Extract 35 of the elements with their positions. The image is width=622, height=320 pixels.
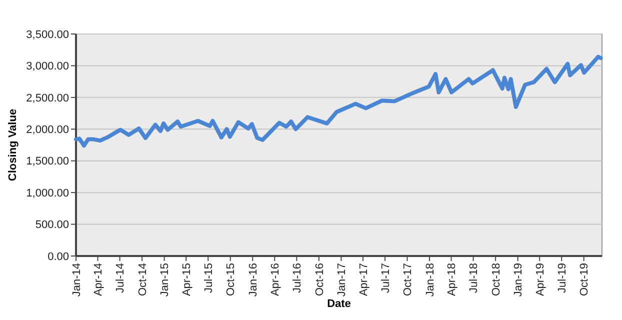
y-tick-label: 2,500.00 [26, 92, 69, 104]
x-tick-label: Oct-15 [225, 263, 238, 296]
y-tick-label: 1,500.00 [26, 156, 69, 168]
x-tick-label: Jul-14 [114, 263, 127, 293]
x-tick-label: Jul-18 [468, 263, 480, 293]
x-tick-label: Oct-17 [402, 263, 414, 296]
x-axis-title: Date [327, 298, 351, 310]
x-tick-label: Jul-19 [556, 263, 568, 293]
x-tick-label: Jan-17 [336, 263, 348, 297]
y-axis-title: Closing Value [7, 108, 19, 182]
line-series [74, 54, 603, 148]
x-tick-label: Jan-18 [424, 263, 436, 297]
y-tick-label: 1,000.00 [26, 187, 69, 200]
x-tick-label: Jul-15 [202, 263, 215, 293]
x-tick-label: Jul-17 [380, 263, 392, 293]
x-tick-label: Apr-17 [358, 263, 370, 296]
x-tick-label: Apr-14 [92, 263, 105, 296]
x-tick-label: Jan-14 [70, 263, 83, 297]
y-tick-label: 0.00 [48, 250, 69, 263]
x-tick-label: Oct-19 [578, 263, 591, 296]
x-tick-label: Apr-16 [269, 263, 282, 296]
x-tick-label: Oct-16 [314, 263, 326, 296]
x-tick-label: Jan-16 [247, 263, 260, 297]
y-tick-label: 3,000.00 [26, 60, 69, 73]
x-tick-label: Oct-14 [136, 263, 149, 296]
x-tick-label: Oct-18 [490, 263, 502, 296]
x-tick-label: Jul-16 [292, 263, 304, 293]
x-tick-label: Apr-15 [180, 263, 193, 296]
x-tick-label: Jan-19 [512, 263, 525, 297]
x-tick-label: Apr-19 [534, 263, 546, 296]
y-tick-label: 2,000.00 [26, 124, 69, 136]
y-tick-label: 500.00 [35, 219, 69, 232]
x-tick-label: Jan-15 [159, 263, 172, 297]
x-tick-label: Apr-18 [446, 263, 458, 296]
y-tick-label: 3,500.00 [26, 28, 69, 41]
